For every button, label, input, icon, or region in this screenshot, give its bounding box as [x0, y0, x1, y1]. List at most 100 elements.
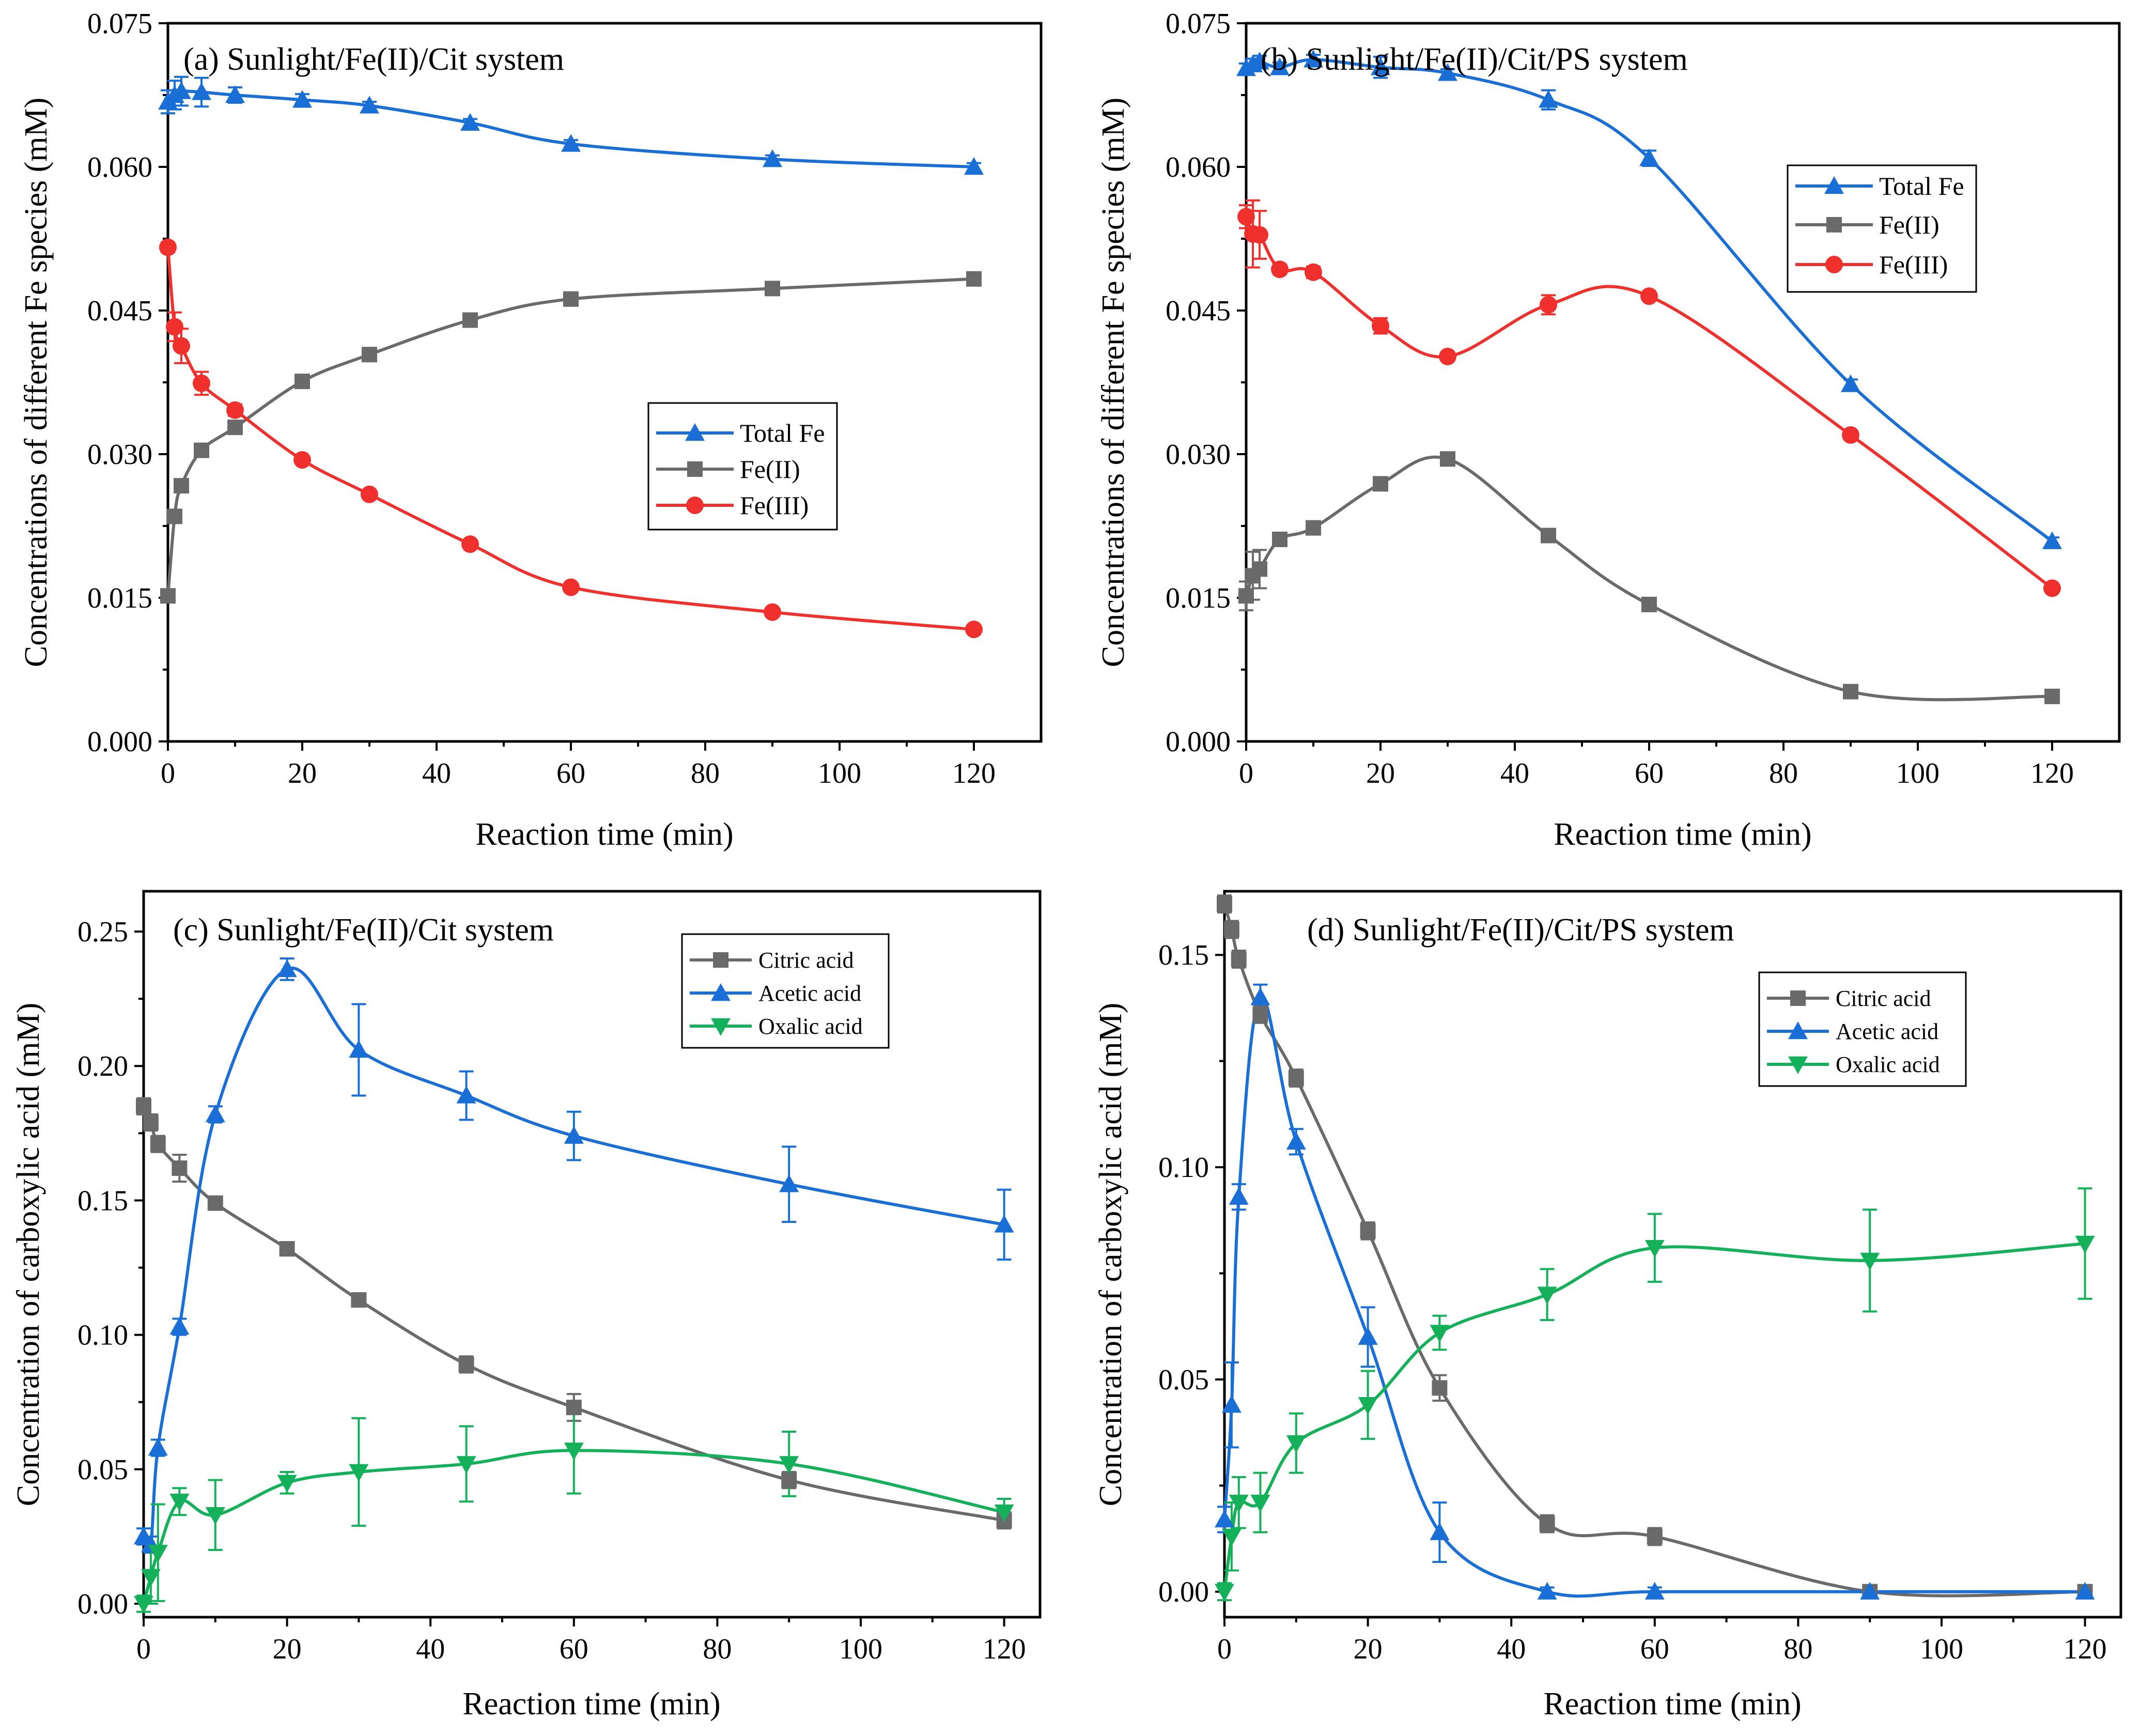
panel-d-y-axis-label: Concentration of carboxylic acid (mM): [1093, 1003, 1128, 1506]
panel-a-point-fe-ii-2: [174, 478, 189, 494]
panel-c-point-acetic-acid-2: [148, 1438, 168, 1456]
panel-d-legend-marker-oxalic-shape: [1788, 1056, 1808, 1074]
panel-b-y-axis-label: Concentrations of different Fe species (…: [1096, 98, 1131, 668]
panel-d-legend-marker-oxalic: [1788, 1056, 1808, 1074]
panel-a-point-fe-ii-1: [167, 508, 182, 524]
panel-b-curve-fe-ii: [1245, 455, 2053, 702]
panel-a-point-fe-iii-9: [764, 603, 781, 621]
panel-d-point-acetic-acid-4: [1286, 1132, 1306, 1150]
panel-c-point-oxalic-acid-2: [148, 1544, 168, 1563]
panel-c-point-oxalic-acid-4: [205, 1507, 225, 1525]
panel-b-x-tick-label-80: 80: [1769, 757, 1798, 789]
panel-d-point-acetic-acid-2: [1229, 1187, 1249, 1205]
panel-d-legend-marker-citric: [1790, 990, 1806, 1006]
panel-a-legend-frame: [647, 402, 838, 531]
panel-a-ticks: 0 20 40 60 80 100 120 0.000 0.015 0.030 0.045 0.060…: [87, 8, 996, 789]
panel-c-curve-acetic-acid: [142, 966, 1005, 1552]
panel-d-point-oxalic-acid-10: [2075, 1235, 2095, 1253]
panel-a-point-fe-iii-10: [965, 621, 983, 639]
panel-a-point-fe-iii-3: [193, 374, 210, 392]
panel-a-x-axis-label: Reaction time (min): [475, 817, 733, 852]
panel-d-legend-marker-citric-shape: [1790, 990, 1806, 1006]
panel-a-legend-label-total-fe: Total Fe: [740, 419, 825, 447]
panel-c-legend-label-citric: Citric acid: [758, 948, 854, 973]
panel-a-y-tick-label-3: 0.045: [87, 295, 152, 327]
panel-b-point-fe-iii-7: [1540, 296, 1557, 314]
panel-a-point-total-fe-7: [460, 113, 480, 131]
panel-a-point-fe-iii-4: [226, 401, 244, 419]
panel-b-point-total-fe-7: [1539, 90, 1558, 108]
panel-a-point-total-fe-3: [192, 82, 211, 100]
panel-a-x-tick-label-20: 20: [288, 757, 317, 789]
panel-a-curve-fe-ii: [166, 277, 974, 596]
panel-d-y-tick-label-1: 0.05: [1158, 1364, 1209, 1396]
panel-b-x-tick-label-20: 20: [1366, 757, 1395, 789]
panel-b-legend-marker-fe3-shape: [1825, 256, 1843, 273]
panel-b-x-tick-label-120: 120: [2030, 757, 2074, 789]
panel-b-point-total-fe-5: [1371, 57, 1390, 75]
panel-b-point-fe-ii-8: [1641, 596, 1657, 612]
panel-d-y-tick-label-2: 0.10: [1158, 1152, 1209, 1184]
panel-b-x-axis-label: Reaction time (min): [1554, 817, 1811, 852]
panel-b-markers: [1236, 50, 2062, 704]
panel-a-fe-species-cit: 0 20 40 60 80 100 120 0.000 0.015 0.030 0.045 0.060…: [19, 8, 1043, 852]
panel-a-legend-marker-fe3-shape: [686, 497, 704, 514]
panel-b-point-fe-ii-0: [1238, 588, 1254, 604]
panel-c-point-citric-acid-3: [172, 1160, 188, 1176]
panel-b-point-fe-iii-3: [1271, 260, 1289, 278]
panel-b-point-fe-ii-9: [1843, 684, 1858, 700]
panel-a-legend-marker-total-fe: [685, 423, 705, 441]
panel-d-point-acetic-acid-3: [1250, 987, 1270, 1005]
panel-b-point-total-fe-2: [1250, 52, 1269, 70]
panel-d-point-acetic-acid-0: [1215, 1510, 1234, 1528]
panel-c-plot-frame: [142, 890, 1042, 1619]
panel-d-x-tick-label-60: 60: [1640, 1633, 1669, 1665]
panel-c-point-oxalic-acid-8: [564, 1443, 584, 1461]
panel-b-point-fe-ii-2: [1252, 561, 1267, 577]
panel-c-legend: Citric acid Acetic acid Oxalic acid: [681, 933, 890, 1049]
panel-c-legend-marker-citric-shape: [713, 952, 728, 968]
panel-b-point-total-fe-10: [2042, 531, 2062, 549]
panel-d-legend-label-citric: Citric acid: [1836, 986, 1931, 1011]
panel-c-carboxylic-cit: 0 20 40 60 80 100 1200.000.050.100.150.200.25 …: [11, 890, 1042, 1722]
panel-a-curves: [166, 89, 974, 631]
panel-a-point-fe-ii-9: [765, 281, 780, 297]
panel-b-point-total-fe-8: [1639, 148, 1659, 166]
panel-c-point-oxalic-acid-3: [169, 1494, 190, 1512]
panel-d-point-citric-acid-6: [1432, 1380, 1448, 1396]
panel-b-point-fe-iii-8: [1640, 287, 1658, 305]
panel-c-curve-oxalic-acid: [142, 1449, 1005, 1604]
panel-a-error-bars: [161, 75, 981, 634]
panel-d-legend-label-oxalic: Oxalic acid: [1836, 1052, 1940, 1077]
panel-b-y-tick-label-1: 0.015: [1166, 582, 1231, 614]
panel-c-x-tick-label-20: 20: [273, 1633, 302, 1665]
panel-d-point-acetic-acid-6: [1430, 1522, 1450, 1540]
panel-c-legend-marker-citric: [713, 952, 728, 968]
panel-c-y-tick-label-4: 0.20: [77, 1050, 128, 1082]
panel-b-legend-marker-fe3: [1825, 256, 1843, 273]
panel-d-curve-citric-acid: [1223, 903, 2085, 1598]
panel-c-title: (c) Sunlight/Fe(II)/Cit system: [173, 912, 554, 948]
panel-c-x-tick-label-0: 0: [136, 1633, 151, 1665]
panel-b-x-tick-label-0: 0: [1239, 757, 1253, 789]
panel-d-point-citric-acid-1: [1223, 921, 1239, 937]
panel-b-point-fe-ii-10: [2044, 688, 2060, 704]
panel-c-x-tick-label-100: 100: [839, 1633, 882, 1665]
panel-b-fe-species-cit-ps: 0 20 40 60 80 100 120 0.000 0.015 0.030 0.045 0.060…: [1096, 8, 2121, 852]
panel-b-title: (b) Sunlight/Fe(II)/Cit/PS system: [1261, 42, 1688, 77]
panel-d-point-oxalic-acid-8: [1644, 1239, 1665, 1258]
panel-d-x-tick-label-20: 20: [1354, 1633, 1383, 1665]
panel-c-y-tick-label-0: 0.00: [77, 1588, 128, 1620]
panel-c-x-tick-label-60: 60: [560, 1633, 588, 1665]
panel-b-point-fe-ii-7: [1541, 528, 1556, 544]
panel-d-y-tick-label-3: 0.15: [1158, 939, 1209, 971]
panel-b-legend-marker-total-fe: [1824, 176, 1844, 194]
panel-c-point-oxalic-acid-7: [456, 1456, 476, 1474]
panel-a-x-tick-label-80: 80: [691, 757, 720, 789]
panel-a-x-tick-label-120: 120: [952, 757, 996, 789]
panel-d-x-tick-label-40: 40: [1497, 1633, 1526, 1665]
panel-d-point-citric-acid-0: [1217, 896, 1232, 912]
panel-d-point-acetic-acid-1: [1221, 1395, 1242, 1413]
panel-c-point-citric-acid-4: [207, 1195, 223, 1211]
